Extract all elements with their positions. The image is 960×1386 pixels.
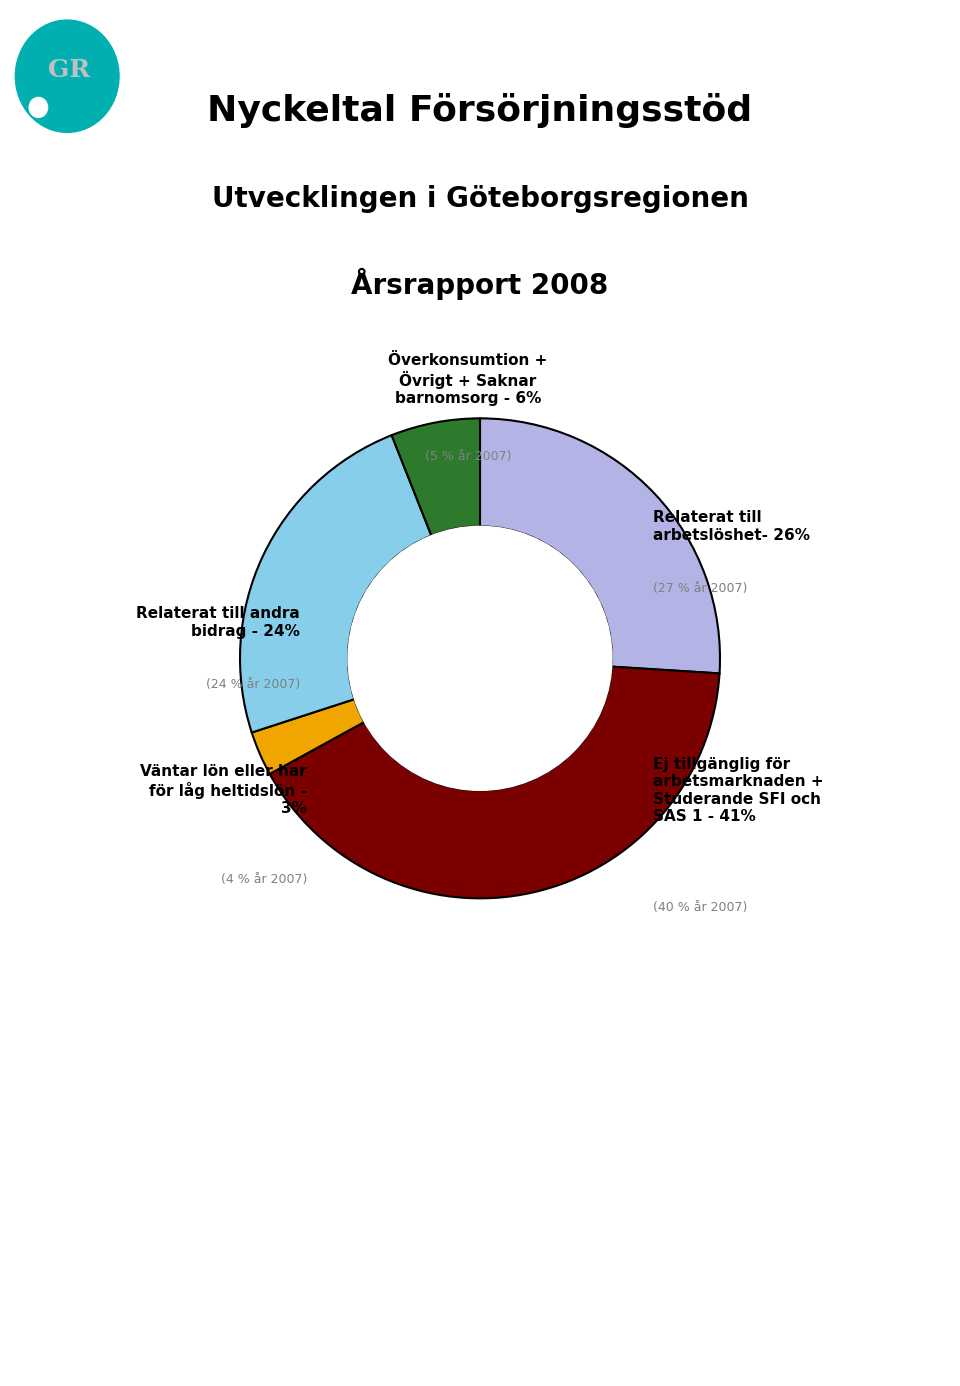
- Text: Relaterat till andra
bidrag - 24%: Relaterat till andra bidrag - 24%: [136, 606, 300, 639]
- Wedge shape: [252, 699, 365, 773]
- Text: (5 % år 2007): (5 % år 2007): [424, 449, 512, 463]
- Text: Göteborgsregionens kommunalförbund:: Göteborgsregionens kommunalförbund:: [19, 1315, 284, 1328]
- Wedge shape: [392, 419, 480, 535]
- Wedge shape: [240, 435, 431, 733]
- Circle shape: [348, 527, 612, 790]
- Circle shape: [29, 97, 48, 118]
- Text: GR: GR: [48, 58, 90, 82]
- Text: Årsrapport 2008: Årsrapport 2008: [351, 267, 609, 299]
- Text: Utvecklingen i Göteborgsregionen: Utvecklingen i Göteborgsregionen: [211, 186, 749, 213]
- Text: Ale | Alingsås | Göteborg | Härryda | Kungsbacka | Kungälv | Lerum | LillaEdet |: Ale | Alingsås | Göteborg | Härryda | Ku…: [19, 1357, 770, 1371]
- Text: (40 % år 2007): (40 % år 2007): [653, 901, 747, 913]
- Text: Ej tillgänglig för
arbetsmarknaden +
Studerande SFI och
SAS 1 - 41%: Ej tillgänglig för arbetsmarknaden + Stu…: [653, 757, 824, 823]
- Text: Relaterat till
arbetslöshet- 26%: Relaterat till arbetslöshet- 26%: [653, 510, 810, 542]
- Text: Överkonsumtion +
Övrigt + Saknar
barnomsorg - 6%: Överkonsumtion + Övrigt + Saknar barnoms…: [388, 353, 548, 406]
- Text: (24 % år 2007): (24 % år 2007): [205, 678, 300, 690]
- Text: Nyckeltal Försörjningsstöd: Nyckeltal Försörjningsstöd: [207, 93, 753, 128]
- Text: Väntar lön eller har
för låg heltidslön -
3%: Väntar lön eller har för låg heltidslön …: [140, 764, 307, 816]
- Wedge shape: [270, 667, 720, 898]
- Wedge shape: [480, 419, 720, 674]
- Text: (4 % år 2007): (4 % år 2007): [221, 873, 307, 886]
- Ellipse shape: [15, 19, 119, 132]
- Text: (27 % år 2007): (27 % år 2007): [653, 582, 747, 595]
